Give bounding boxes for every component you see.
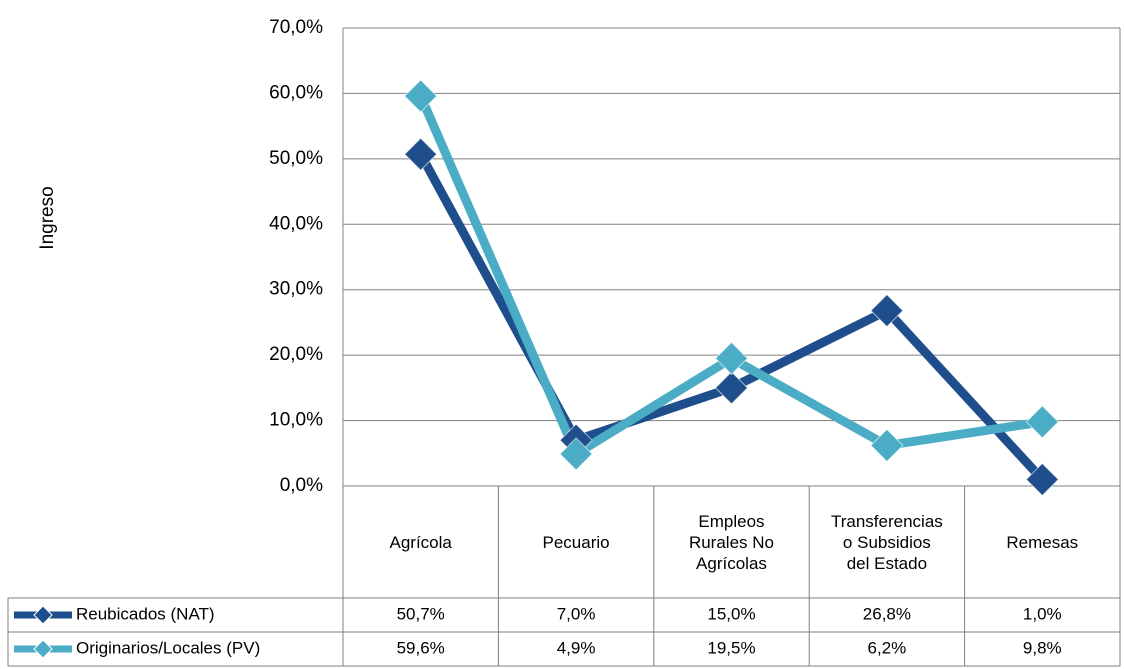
y-tick-label: 50,0% bbox=[269, 148, 323, 169]
table-value: 26,8% bbox=[863, 604, 911, 623]
y-tick-label: 30,0% bbox=[269, 279, 323, 300]
marker bbox=[714, 341, 749, 376]
table-value: 7,0% bbox=[557, 604, 596, 623]
x-tick-label: Agrícola bbox=[343, 486, 498, 598]
x-tick-label: Pecuario bbox=[498, 486, 653, 598]
y-tick-label: 60,0% bbox=[269, 82, 323, 103]
marker bbox=[870, 428, 904, 463]
legend-marker bbox=[33, 605, 53, 625]
table-value: 1,0% bbox=[1023, 604, 1062, 623]
x-tick-text: Pecuario bbox=[542, 532, 610, 552]
x-tick-label: Empleos Rurales No Agrícolas bbox=[654, 486, 809, 598]
legend-label: Reubicados (NAT) bbox=[76, 604, 215, 623]
x-tick-label: Transferencias o Subsidios del Estado bbox=[809, 486, 964, 598]
x-tick-text: Empleos Rurales No Agrícolas bbox=[688, 511, 774, 573]
table-value: 15,0% bbox=[707, 604, 755, 623]
legend-marker bbox=[33, 639, 53, 659]
y-tick-label: 10,0% bbox=[269, 410, 323, 431]
marker bbox=[559, 437, 593, 471]
marker bbox=[403, 79, 438, 113]
marker bbox=[1025, 405, 1060, 439]
y-tick-label: 20,0% bbox=[269, 344, 323, 365]
table-value: 4,9% bbox=[557, 638, 596, 657]
y-tick-label: 70,0% bbox=[269, 17, 323, 38]
y-axis-label: Ingreso bbox=[37, 186, 58, 249]
table-value: 19,5% bbox=[707, 638, 755, 657]
x-tick-text: Transferencias o Subsidios del Estado bbox=[830, 511, 943, 573]
marker bbox=[714, 371, 749, 405]
x-tick-text: Remesas bbox=[1006, 532, 1079, 552]
table-value: 50,7% bbox=[397, 604, 445, 623]
x-tick-label: Remesas bbox=[965, 486, 1120, 598]
table-value: 6,2% bbox=[868, 638, 907, 657]
x-tick-text: Agrícola bbox=[389, 532, 452, 552]
y-tick-label: 0,0% bbox=[280, 475, 323, 496]
table-value: 59,6% bbox=[397, 638, 445, 657]
marker bbox=[403, 137, 438, 171]
table-value: 9,8% bbox=[1023, 638, 1062, 657]
marker bbox=[870, 293, 904, 328]
legend-label: Originarios/Locales (PV) bbox=[76, 638, 260, 657]
y-tick-label: 40,0% bbox=[269, 213, 323, 234]
marker bbox=[1025, 462, 1060, 497]
